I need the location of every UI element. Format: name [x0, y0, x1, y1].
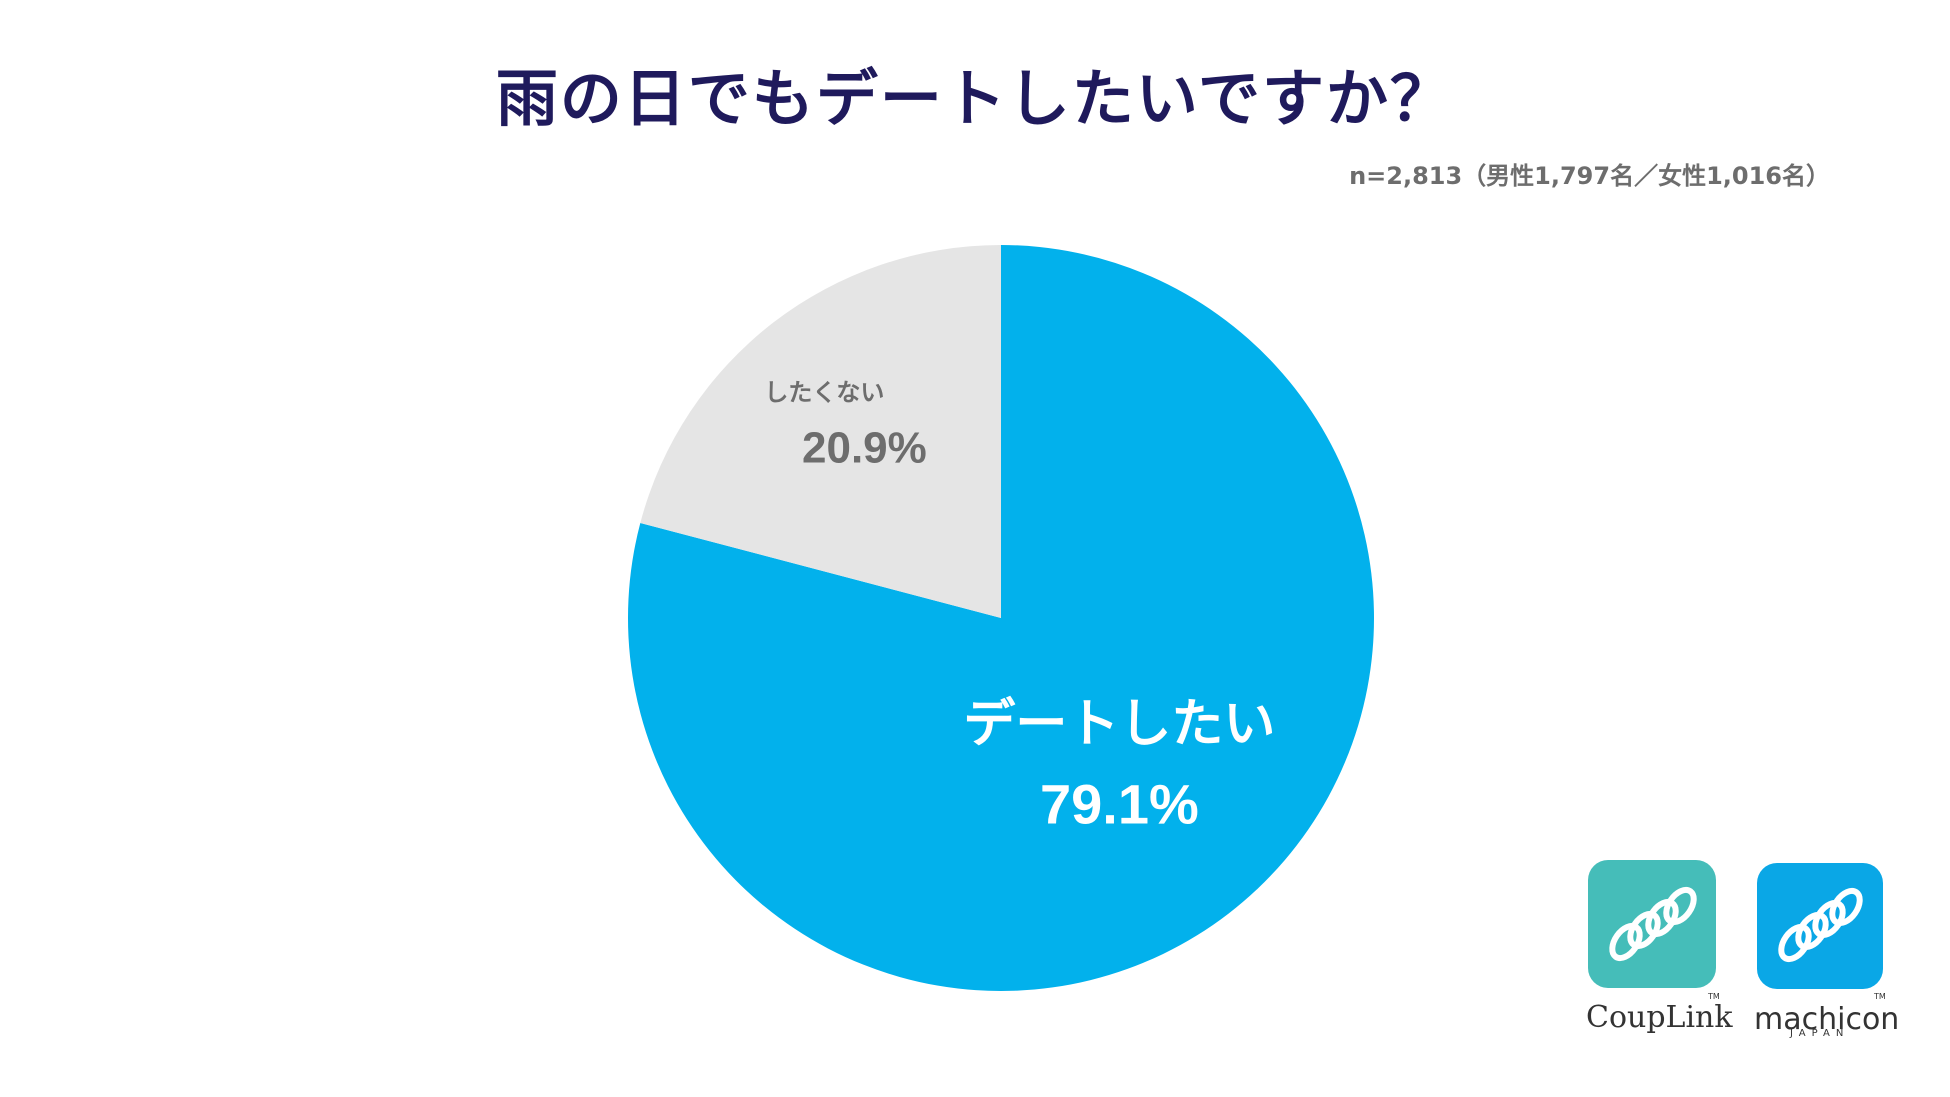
chart-title: 雨の日でもデートしたいですか？ [495, 62, 1455, 135]
couplink-logo-icon [1588, 860, 1716, 988]
slice-value-1: 79.1% [1040, 773, 1199, 836]
slice-label-1: デートしたい [963, 695, 1275, 755]
pie-slice-1 [628, 245, 1375, 991]
couplink-logo-text: CoupLink [1586, 1000, 1733, 1035]
slice-value-2: 20.9% [802, 424, 927, 473]
machicon-logo-text: machicon [1754, 1002, 1900, 1037]
machicon-logo-subtext: JAPAN [1790, 1028, 1850, 1039]
couplink-trademark: TM [1708, 992, 1720, 1001]
pie-slice-2 [640, 245, 1001, 618]
slice-label-2: したくない [764, 379, 884, 407]
sample-size-note: n=2,813（男性1,797名／女性1,016名） [1349, 162, 1830, 190]
machicon-logo-icon [1757, 863, 1883, 989]
machicon-trademark: TM [1874, 992, 1886, 1001]
